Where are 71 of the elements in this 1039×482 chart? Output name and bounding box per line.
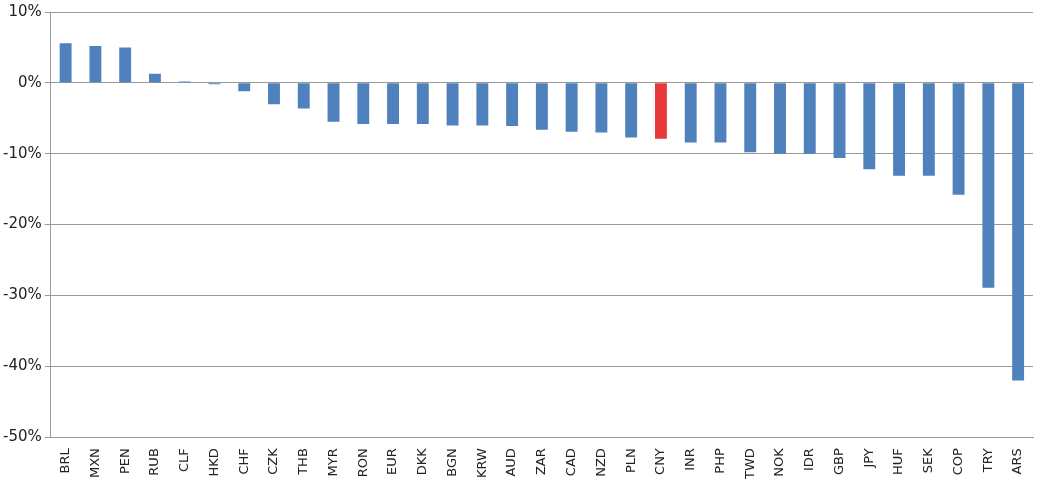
x-tick-label: RON [354,448,370,478]
bar [89,46,102,83]
x-tick-label: CZK [265,447,281,475]
bar [238,83,251,92]
y-tick-label: -50% [2,427,42,446]
bar [893,83,906,176]
bar [59,43,72,83]
bar [119,47,132,83]
x-tick-label: HKD [205,448,221,477]
bar [446,83,459,126]
bar [476,83,489,126]
bar [565,83,578,132]
bar [297,83,310,109]
x-tick-label: BGN [443,448,459,477]
x-tick-label: IDR [801,448,817,472]
bar [595,83,608,133]
x-tick-label: MYR [324,448,340,477]
bar [744,83,757,153]
bar [506,83,519,127]
bar [1012,83,1025,381]
y-tick-label: -30% [2,285,42,304]
bar [714,83,727,143]
bar [922,83,935,176]
y-tick-label: -10% [2,143,42,162]
x-tick-label: JPY [860,448,876,469]
x-tick-label: TWD [741,448,757,481]
x-tick-label: HUF [890,448,906,475]
x-tick-label: NZD [592,448,608,477]
x-tick-label: THB [295,448,311,476]
x-tick-label: KRW [473,448,489,479]
bar [654,83,667,139]
y-tick-label: 0% [17,72,42,91]
x-tick-label: NOK [771,447,787,477]
x-tick-label: GBP [830,448,846,476]
bar [535,83,548,130]
x-tick-label: INR [682,448,698,471]
bar [803,83,816,154]
x-tick-label: ARS [1009,448,1025,475]
x-tick-label: RUB [146,448,162,476]
x-tick-label: TRY [979,448,995,474]
bar [327,83,340,122]
y-tick-label: -40% [2,356,42,375]
bar [387,83,399,124]
bar [357,83,370,124]
bar [268,83,280,105]
bar [833,83,846,158]
bar [982,83,995,288]
x-tick-label: SEK [920,447,936,474]
x-tick-label: COP [949,448,965,476]
x-tick-label: PHP [711,448,727,474]
bar [684,83,697,143]
y-tick-label: 10% [8,1,42,20]
x-tick-label: EUR [384,448,400,475]
x-tick-label: DKK [414,447,430,476]
bar [774,83,786,154]
bar [625,83,638,138]
bar [863,83,876,170]
bar [416,83,429,124]
x-tick-label: AUD [503,448,519,477]
x-tick-label: CNY [652,448,668,475]
x-tick-label: MXN [86,448,102,479]
x-tick-label: BRL [57,447,73,474]
x-tick-label: PLN [622,448,638,474]
bar [952,83,965,195]
x-tick-label: CAD [563,448,579,477]
x-tick-label: PEN [116,448,132,474]
x-tick-label: CHF [235,448,251,475]
y-tick-label: -20% [2,214,42,233]
x-tick-label: CLF [176,448,192,473]
x-tick-label: ZAR [533,448,549,476]
bar [148,73,161,83]
